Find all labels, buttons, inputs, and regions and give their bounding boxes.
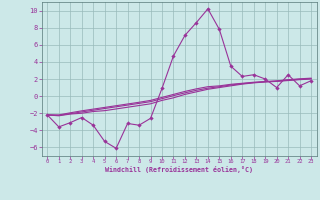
X-axis label: Windchill (Refroidissement éolien,°C): Windchill (Refroidissement éolien,°C) bbox=[105, 166, 253, 173]
